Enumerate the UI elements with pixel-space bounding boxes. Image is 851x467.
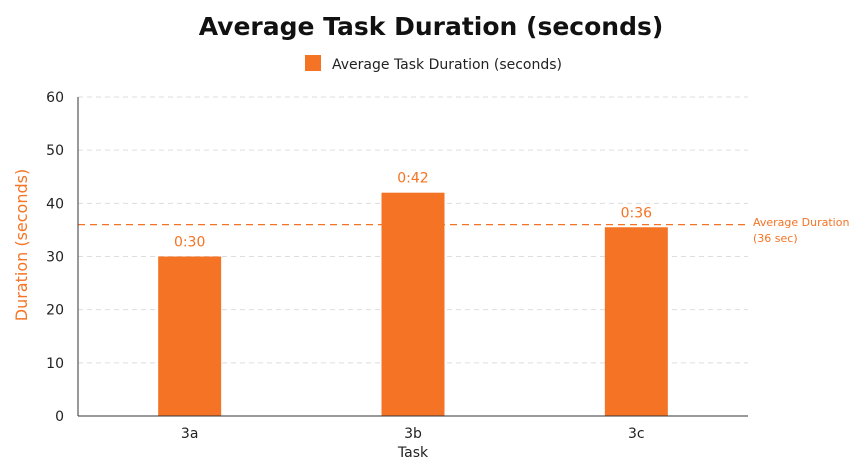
chart-title: Average Task Duration (seconds)	[199, 12, 664, 41]
x-axis-title: Task	[397, 445, 429, 461]
y-tick-labels: 0 10 20 30 40 50 60	[46, 90, 64, 425]
legend-swatch	[305, 55, 321, 71]
y-tick-label: 60	[46, 90, 64, 106]
bars	[158, 192, 668, 416]
y-tick-label: 30	[46, 250, 64, 266]
reference-line-label: Average Duration	[753, 216, 849, 229]
y-tick-label: 10	[46, 356, 64, 372]
y-tick-label: 0	[55, 409, 64, 425]
data-label-3a: 0:30	[174, 235, 205, 251]
y-tick-label: 20	[46, 303, 64, 319]
bar-3b	[381, 192, 445, 416]
reference-line-value-label: (36 sec)	[753, 232, 798, 245]
data-labels: 0:30 0:42 0:36	[174, 171, 652, 251]
legend: Average Task Duration (seconds)	[305, 55, 562, 73]
data-label-3c: 0:36	[621, 205, 653, 221]
bar-3a	[158, 256, 222, 416]
x-tick-label-3c: 3c	[628, 426, 645, 442]
y-axis-title: Duration (seconds)	[12, 169, 31, 321]
bar-3c	[604, 227, 668, 416]
x-tick-labels: 3a 3b 3c	[181, 426, 645, 442]
legend-label: Average Task Duration (seconds)	[332, 57, 562, 73]
y-tick-label: 50	[46, 143, 64, 159]
y-tick-label: 40	[46, 196, 64, 212]
data-label-3b: 0:42	[397, 171, 428, 187]
x-tick-label-3b: 3b	[404, 426, 422, 442]
x-tick-label-3a: 3a	[181, 426, 199, 442]
